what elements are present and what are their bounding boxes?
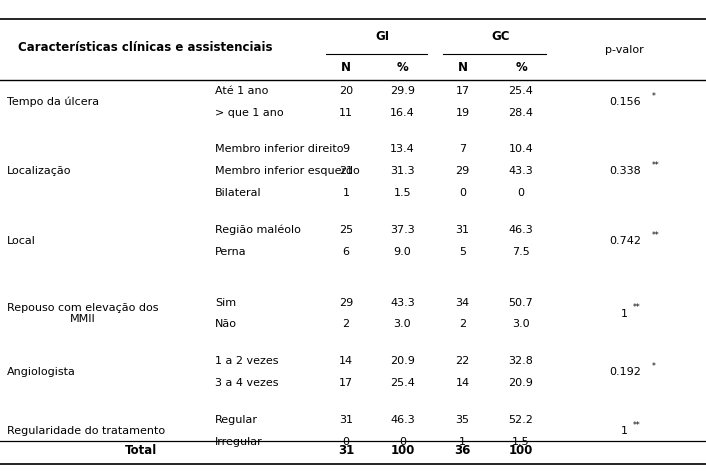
Text: 46.3: 46.3 bbox=[390, 415, 415, 425]
Text: Localização: Localização bbox=[7, 166, 71, 176]
Text: 2: 2 bbox=[459, 319, 466, 330]
Text: 16.4: 16.4 bbox=[390, 107, 415, 118]
Text: 25.4: 25.4 bbox=[508, 86, 534, 96]
Text: Não: Não bbox=[215, 319, 237, 330]
Text: Características clínicas e assistenciais: Características clínicas e assistenciais bbox=[18, 41, 272, 54]
Text: Membro inferior esquerdo: Membro inferior esquerdo bbox=[215, 166, 360, 176]
Text: %: % bbox=[515, 61, 527, 74]
Text: 3 a 4 vezes: 3 a 4 vezes bbox=[215, 378, 279, 388]
Text: 43.3: 43.3 bbox=[390, 298, 415, 308]
Text: Regular: Regular bbox=[215, 415, 258, 425]
Text: 1: 1 bbox=[459, 437, 466, 447]
Text: 14: 14 bbox=[455, 378, 469, 388]
Text: Região maléolo: Região maléolo bbox=[215, 225, 301, 235]
Text: > que 1 ano: > que 1 ano bbox=[215, 107, 284, 118]
Text: 9.0: 9.0 bbox=[393, 246, 412, 257]
Text: 37.3: 37.3 bbox=[390, 225, 415, 235]
Text: 0: 0 bbox=[459, 188, 466, 198]
Text: 0.338: 0.338 bbox=[609, 166, 640, 176]
Text: 7.5: 7.5 bbox=[512, 246, 530, 257]
Text: Irregular: Irregular bbox=[215, 437, 263, 447]
Text: *: * bbox=[652, 362, 655, 371]
Text: 20.9: 20.9 bbox=[390, 356, 415, 367]
Text: 31.3: 31.3 bbox=[390, 166, 414, 176]
Text: Total: Total bbox=[125, 444, 157, 457]
Text: 9: 9 bbox=[342, 144, 349, 155]
Text: %: % bbox=[397, 61, 408, 74]
Text: 14: 14 bbox=[339, 356, 353, 367]
Text: 22: 22 bbox=[455, 356, 469, 367]
Text: 10.4: 10.4 bbox=[508, 144, 534, 155]
Text: p-valor: p-valor bbox=[606, 44, 644, 55]
Text: 19: 19 bbox=[455, 107, 469, 118]
Text: GI: GI bbox=[376, 30, 390, 43]
Text: 21: 21 bbox=[339, 166, 353, 176]
Text: 0: 0 bbox=[342, 437, 349, 447]
Text: 2: 2 bbox=[342, 319, 349, 330]
Text: 36: 36 bbox=[454, 444, 471, 457]
Text: Angiologista: Angiologista bbox=[7, 367, 76, 377]
Text: 32.8: 32.8 bbox=[508, 356, 534, 367]
Text: Local: Local bbox=[7, 236, 36, 246]
Text: 31: 31 bbox=[337, 444, 354, 457]
Text: 0.742: 0.742 bbox=[609, 236, 641, 246]
Text: 35: 35 bbox=[455, 415, 469, 425]
Text: Perna: Perna bbox=[215, 246, 247, 257]
Text: 29: 29 bbox=[455, 166, 469, 176]
Text: Regularidade do tratamento: Regularidade do tratamento bbox=[7, 426, 165, 436]
Text: 52.2: 52.2 bbox=[508, 415, 534, 425]
Text: 7: 7 bbox=[459, 144, 466, 155]
Text: 1: 1 bbox=[342, 188, 349, 198]
Text: Até 1 ano: Até 1 ano bbox=[215, 86, 269, 96]
Text: **: ** bbox=[633, 420, 640, 430]
Text: 25: 25 bbox=[339, 225, 353, 235]
Text: 17: 17 bbox=[455, 86, 469, 96]
Text: Sim: Sim bbox=[215, 298, 237, 308]
Text: 43.3: 43.3 bbox=[508, 166, 534, 176]
Text: N: N bbox=[457, 61, 467, 74]
Text: 0: 0 bbox=[399, 437, 406, 447]
Text: **: ** bbox=[652, 161, 659, 170]
Text: 20.9: 20.9 bbox=[508, 378, 534, 388]
Text: 3.0: 3.0 bbox=[394, 319, 411, 330]
Text: 50.7: 50.7 bbox=[508, 298, 534, 308]
Text: Membro inferior direito: Membro inferior direito bbox=[215, 144, 344, 155]
Text: 46.3: 46.3 bbox=[508, 225, 534, 235]
Text: 29.9: 29.9 bbox=[390, 86, 415, 96]
Text: 1 a 2 vezes: 1 a 2 vezes bbox=[215, 356, 279, 367]
Text: 31: 31 bbox=[339, 415, 353, 425]
Text: 0.192: 0.192 bbox=[609, 367, 641, 377]
Text: 1: 1 bbox=[621, 426, 628, 436]
Text: Tempo da úlcera: Tempo da úlcera bbox=[7, 96, 99, 107]
Text: 20: 20 bbox=[339, 86, 353, 96]
Text: 1: 1 bbox=[621, 308, 628, 319]
Text: 100: 100 bbox=[390, 444, 414, 457]
Text: N: N bbox=[341, 61, 351, 74]
Text: **: ** bbox=[652, 230, 659, 240]
Text: 17: 17 bbox=[339, 378, 353, 388]
Text: 34: 34 bbox=[455, 298, 469, 308]
Text: Bilateral: Bilateral bbox=[215, 188, 262, 198]
Text: Repouso com elevação dos
MMII: Repouso com elevação dos MMII bbox=[7, 303, 159, 324]
Text: 5: 5 bbox=[459, 246, 466, 257]
Text: 3.0: 3.0 bbox=[513, 319, 530, 330]
Text: 28.4: 28.4 bbox=[508, 107, 534, 118]
Text: 11: 11 bbox=[339, 107, 353, 118]
Text: 31: 31 bbox=[455, 225, 469, 235]
Text: 0.156: 0.156 bbox=[609, 96, 640, 107]
Text: 29: 29 bbox=[339, 298, 353, 308]
Text: 100: 100 bbox=[509, 444, 533, 457]
Text: 6: 6 bbox=[342, 246, 349, 257]
Text: 13.4: 13.4 bbox=[390, 144, 415, 155]
Text: *: * bbox=[652, 91, 655, 101]
Text: **: ** bbox=[633, 303, 640, 313]
Text: 1.5: 1.5 bbox=[513, 437, 530, 447]
Text: 0: 0 bbox=[517, 188, 525, 198]
Text: 1.5: 1.5 bbox=[394, 188, 411, 198]
Text: GC: GC bbox=[491, 30, 510, 43]
Text: 25.4: 25.4 bbox=[390, 378, 415, 388]
